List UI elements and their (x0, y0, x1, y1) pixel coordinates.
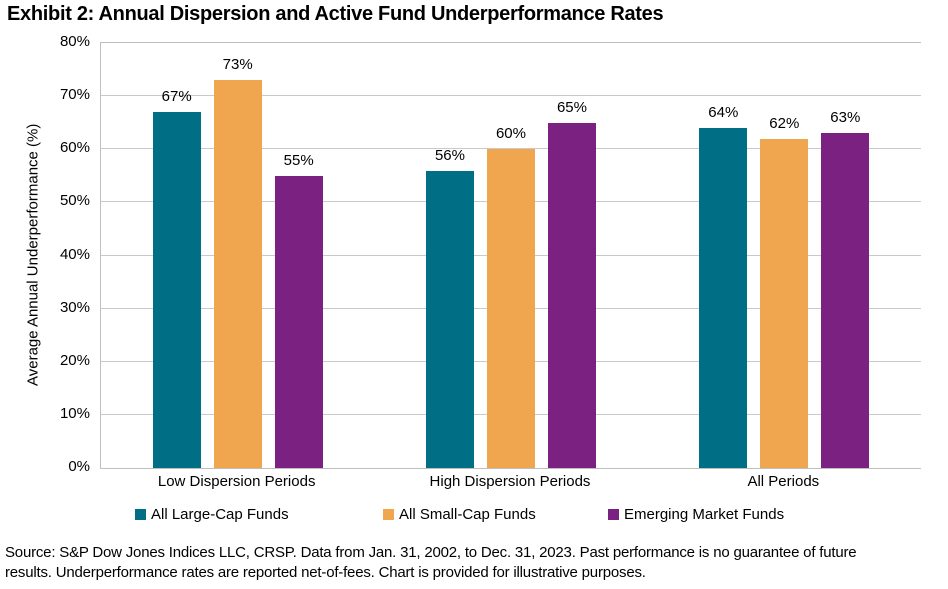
bar-column: 63% (821, 109, 870, 468)
source-note: Source: S&P Dow Jones Indices LLC, CRSP.… (5, 543, 945, 583)
legend-item: All Small-Cap Funds (383, 506, 536, 523)
source-note-line: results. Underperformance rates are repo… (5, 564, 646, 581)
y-tick-label: 30% (59, 298, 90, 316)
bar-column: 62% (760, 114, 809, 468)
bar-group: 67% 73% 55% (101, 43, 374, 468)
bar-column: 73% (213, 56, 262, 468)
y-tick-label: 40% (59, 245, 90, 263)
bar (425, 170, 474, 468)
y-tick-label: 60% (59, 139, 90, 157)
legend-label: All Small-Cap Funds (399, 506, 536, 523)
y-tick-label: 0% (68, 458, 90, 475)
x-axis-tick-label: Low Dispersion Periods (157, 473, 316, 490)
bar (213, 80, 262, 468)
legend-label: Emerging Market Funds (624, 506, 785, 523)
legend-item: All Large-Cap Funds (135, 506, 289, 523)
x-axis-category-labels: Low Dispersion Periods High Dispersion Pe… (100, 473, 920, 490)
gridline (101, 95, 921, 97)
bar-value-label: 73% (222, 56, 253, 74)
bar-value-label: 63% (830, 109, 861, 127)
bar-value-label: 55% (283, 151, 314, 169)
bar (760, 138, 809, 468)
bar-value-label: 56% (434, 146, 465, 164)
bar-value-label: 65% (556, 98, 587, 116)
y-tick-label: 20% (59, 351, 90, 369)
plot-area: 67% 73% 55% 56% 60% 65% 64% 62% 63% (100, 42, 921, 469)
bar-group: 64% 62% 63% (648, 43, 921, 468)
bar-column: 65% (547, 98, 596, 468)
bar-column: 67% (152, 88, 201, 468)
bar-column: 56% (425, 146, 474, 468)
bar-value-label: 64% (708, 104, 739, 121)
y-tick-label: 50% (59, 192, 90, 210)
bar-value-label: 67% (161, 88, 192, 106)
bar (152, 112, 201, 468)
bar (821, 133, 870, 468)
bar (486, 149, 535, 468)
bar (699, 128, 748, 468)
bar-group: 56% 60% 65% (374, 43, 647, 468)
legend-swatch-icon (383, 509, 394, 520)
source-note-line: Source: S&P Dow Jones Indices LLC, CRSP.… (5, 544, 857, 561)
legend-label: All Large-Cap Funds (151, 506, 289, 523)
chart-title: Exhibit 2: Annual Dispersion and Active … (7, 3, 664, 25)
bar-column: 60% (486, 125, 535, 468)
legend-swatch-icon (608, 509, 619, 520)
x-axis-tick-label: All Periods (747, 473, 820, 490)
legend-swatch-icon (135, 509, 146, 520)
bar (274, 175, 323, 468)
bar-value-label: 60% (495, 125, 526, 143)
y-tick-label: 80% (59, 33, 90, 50)
bar-column: 55% (274, 151, 323, 468)
bar (547, 122, 596, 468)
bar-value-label: 62% (769, 114, 800, 132)
legend-item: Emerging Market Funds (608, 506, 784, 523)
x-axis-tick-label: High Dispersion Periods (429, 473, 591, 490)
y-axis-tick-labels: 0% 10% 20% 30% 40% 50% 60% 70% 80% (40, 33, 90, 475)
y-tick-label: 70% (59, 86, 90, 104)
y-tick-label: 10% (59, 404, 90, 422)
bar-column: 64% (699, 104, 748, 468)
gridline (101, 148, 921, 150)
